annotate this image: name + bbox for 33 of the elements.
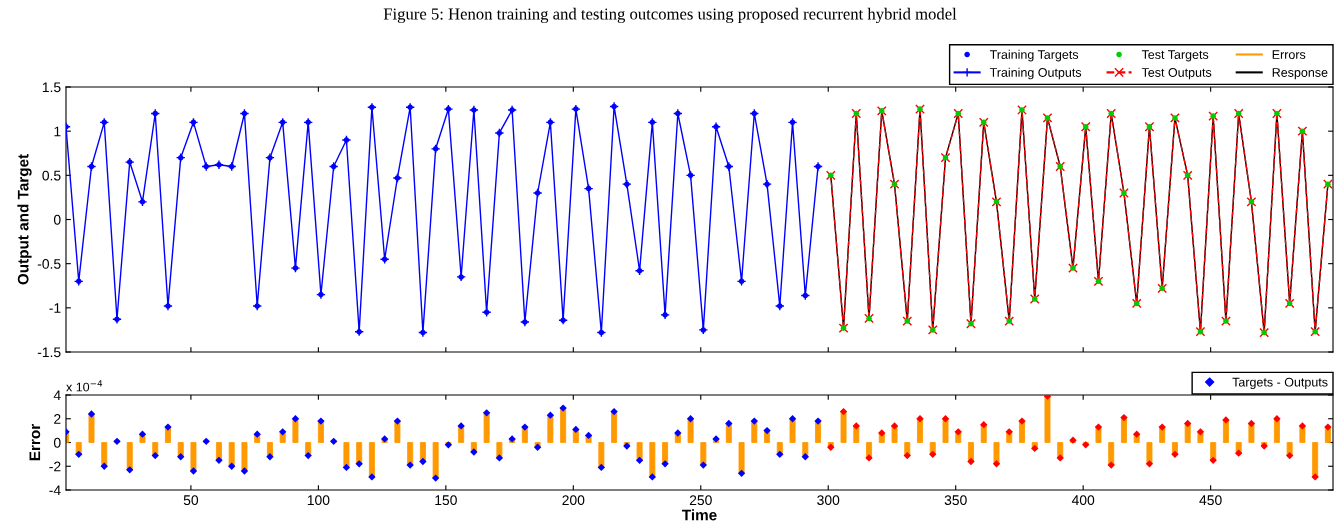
y-tick-label: -4 bbox=[49, 485, 61, 496]
y-tick-label: 0 bbox=[53, 437, 61, 448]
y-tick-label: -1 bbox=[49, 303, 61, 313]
y-axis-title: Output and Target bbox=[17, 154, 32, 285]
legend-label: Test Targets bbox=[1141, 50, 1209, 62]
y-tick-label: -1.5 bbox=[37, 347, 61, 358]
x-tick-label: 400 bbox=[1071, 495, 1095, 506]
x-tick-label: 300 bbox=[817, 495, 840, 506]
legend-label: Training Outputs bbox=[989, 67, 1082, 80]
y-tick-label: 1.5 bbox=[42, 82, 61, 93]
y-tick-label: 2 bbox=[54, 414, 61, 424]
legend-label: Errors bbox=[1272, 50, 1306, 59]
legend-label: Test Outputs bbox=[1141, 68, 1212, 80]
y-tick-label: 4 bbox=[53, 390, 61, 401]
x-tick-label: 200 bbox=[562, 495, 585, 506]
x-axis-title: Time bbox=[681, 509, 717, 521]
y-tick-label: -2 bbox=[49, 461, 61, 472]
legend-label: Targets - Outputs bbox=[1232, 377, 1328, 390]
x-tick-label: 150 bbox=[435, 495, 457, 506]
y-tick-label: 0 bbox=[53, 214, 61, 225]
chart-title: Figure 5: Henon training and testing outcomes using proposed recurrent hybrid model bbox=[383, 7, 957, 24]
x-tick-label: 350 bbox=[944, 495, 967, 506]
y-axis-title: Error bbox=[29, 424, 41, 461]
y-tick-label: 0.5 bbox=[42, 170, 61, 181]
x-tick-label: 250 bbox=[689, 495, 712, 506]
y-tick-label: 1 bbox=[54, 126, 61, 137]
x-tick-label: 100 bbox=[307, 495, 330, 506]
legend-label: Response bbox=[1272, 68, 1328, 80]
x-tick-label: 450 bbox=[1199, 495, 1222, 506]
legend-label: Training Targets bbox=[989, 49, 1079, 62]
y-tick-label: -0.5 bbox=[37, 259, 61, 269]
text: x 10$^{−4}$ bbox=[66, 380, 103, 392]
x-tick-label: 50 bbox=[183, 495, 199, 506]
